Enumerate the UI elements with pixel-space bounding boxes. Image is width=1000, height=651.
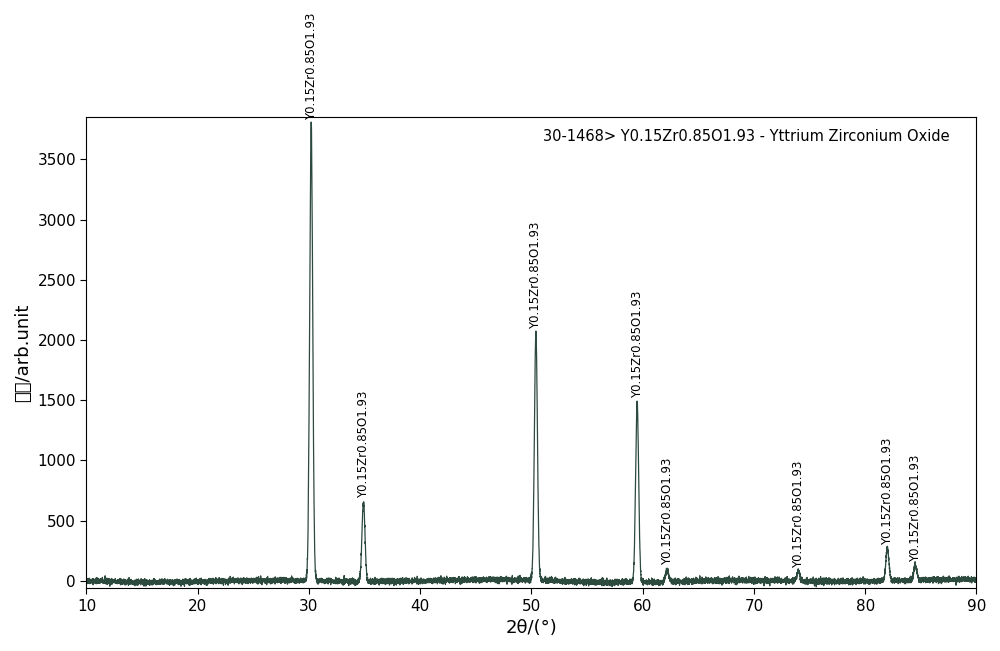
Text: Y0.15Zr0.85O1.93: Y0.15Zr0.85O1.93 bbox=[792, 461, 805, 568]
Text: Y0.15Zr0.85O1.93: Y0.15Zr0.85O1.93 bbox=[881, 437, 894, 545]
Text: Y0.15Zr0.85O1.93: Y0.15Zr0.85O1.93 bbox=[909, 454, 922, 562]
X-axis label: 2θ/(°): 2θ/(°) bbox=[506, 619, 557, 637]
Text: Y0.15Zr0.85O1.93: Y0.15Zr0.85O1.93 bbox=[305, 12, 318, 120]
Text: Y0.15Zr0.85O1.93: Y0.15Zr0.85O1.93 bbox=[529, 222, 542, 329]
Y-axis label: 强度/arb.unit: 强度/arb.unit bbox=[14, 303, 32, 402]
Text: 30-1468> Y0.15Zr0.85O1.93 - Yttrium Zirconium Oxide: 30-1468> Y0.15Zr0.85O1.93 - Yttrium Zirc… bbox=[543, 129, 950, 144]
Text: Y0.15Zr0.85O1.93: Y0.15Zr0.85O1.93 bbox=[631, 290, 644, 398]
Text: Y0.15Zr0.85O1.93: Y0.15Zr0.85O1.93 bbox=[357, 391, 370, 498]
Text: Y0.15Zr0.85O1.93: Y0.15Zr0.85O1.93 bbox=[661, 458, 674, 565]
